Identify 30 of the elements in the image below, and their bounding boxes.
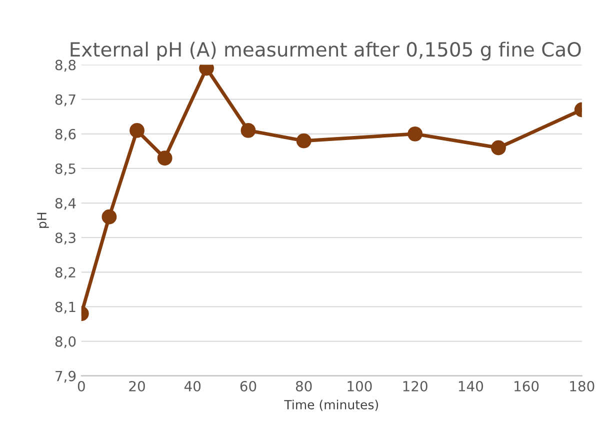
x-tick-label: 180 — [570, 380, 594, 392]
x-axis-title: Time (minutes) — [284, 400, 378, 411]
x-tick-label: 120 — [403, 380, 428, 392]
y-tick-label: 8,2 — [55, 267, 76, 280]
y-tick-label: 7,9 — [56, 370, 76, 383]
x-tick-label: 160 — [514, 380, 539, 392]
x-tick-label: 0 — [78, 380, 85, 392]
y-tick-label: 8,3 — [55, 232, 76, 244]
point — [296, 133, 312, 148]
x-tick-label: 20 — [129, 380, 145, 392]
x-tick-label: 140 — [458, 380, 484, 392]
y-axis-title: pH — [37, 212, 49, 228]
point — [491, 140, 506, 156]
x-tick-label: 100 — [348, 380, 372, 392]
point — [130, 123, 144, 138]
y-tick-label: 8,0 — [55, 336, 76, 348]
point — [102, 209, 117, 224]
point — [240, 123, 256, 138]
y-tick-label: 8,1 — [55, 302, 76, 314]
y-tick-label: 8,6 — [55, 128, 76, 141]
y-tick-label: 8,4 — [55, 198, 76, 210]
point — [157, 150, 172, 166]
x-tick-label: 60 — [240, 380, 256, 392]
x-tick-label: 40 — [184, 380, 201, 392]
chart-title: External pH (A) measurment after 0,1505 g fine CaO — [70, 42, 581, 61]
y-tick-label: 8,7 — [55, 94, 76, 106]
y-tick-label: 8,5 — [55, 163, 76, 176]
x-tick-label: 80 — [296, 380, 312, 392]
y-tick-label: 8,8 — [55, 60, 76, 72]
point — [408, 126, 423, 142]
